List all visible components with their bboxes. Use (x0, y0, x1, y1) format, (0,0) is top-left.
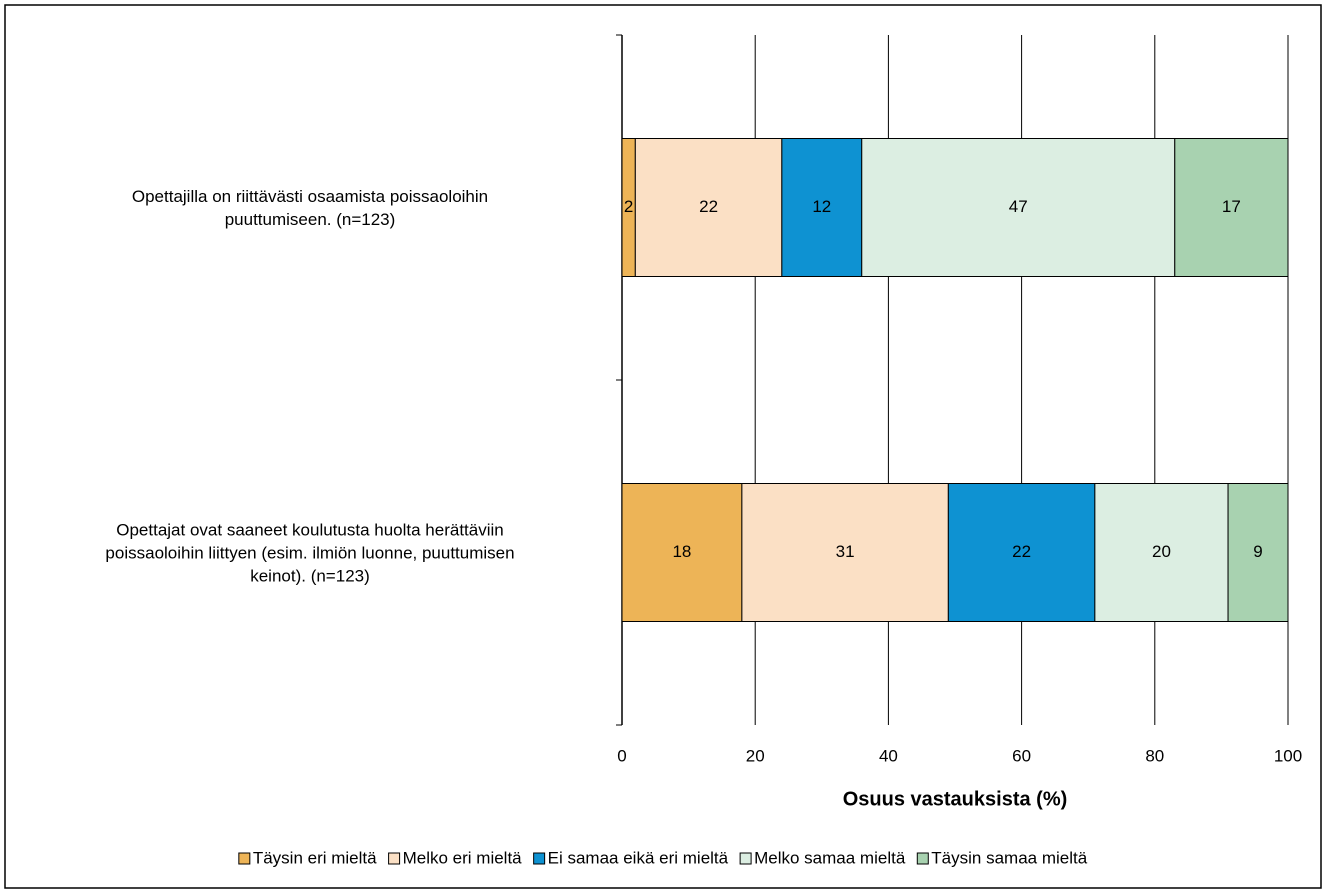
legend-swatch (238, 852, 251, 865)
x-tick-label: 60 (1012, 746, 1031, 765)
chart-border (4, 4, 1322, 889)
bar-segment (861, 138, 1176, 277)
bar-segment (1227, 483, 1289, 622)
data-label: 9 (1253, 542, 1262, 561)
data-label: 22 (1012, 542, 1031, 561)
legend-swatch (916, 852, 929, 865)
x-tick-label: 80 (1145, 746, 1164, 765)
bar-segment (1174, 138, 1289, 277)
x-tick-label: 0 (617, 746, 626, 765)
bar-segment (781, 138, 863, 277)
bar-segment (1094, 483, 1229, 622)
data-label: 17 (1222, 197, 1241, 216)
data-label: 12 (812, 197, 831, 216)
bar-segment (741, 483, 949, 622)
data-label: 20 (1152, 542, 1171, 561)
data-label: 22 (699, 197, 718, 216)
legend-swatch (533, 852, 546, 865)
legend-label: Melko eri mieltä (403, 848, 523, 867)
bar-segment (947, 483, 1096, 622)
legend-swatch (739, 852, 752, 865)
bar-segment (621, 483, 743, 622)
legend-label: Täysin eri mieltä (253, 848, 377, 867)
data-label: 2 (624, 197, 633, 216)
x-tick-label: 100 (1274, 746, 1302, 765)
legend-label: Ei samaa eikä eri mieltä (548, 848, 729, 867)
data-label: 47 (1009, 197, 1028, 216)
legend-label: Täysin samaa mieltä (931, 848, 1087, 867)
x-tick-label: 40 (879, 746, 898, 765)
bar-segment (634, 138, 783, 277)
data-label: 18 (672, 542, 691, 561)
legend-label: Melko samaa mieltä (754, 848, 906, 867)
data-label: 31 (836, 542, 855, 561)
x-axis-title: Osuus vastauksista (%) (843, 788, 1068, 810)
x-tick-label: 20 (746, 746, 765, 765)
y-tick-label: Opettajilla on riittävästi osaamista poi… (131, 186, 489, 229)
y-tick-label: Opettajat ovat saaneet koulutusta huolta… (105, 520, 515, 585)
legend-swatch (388, 852, 401, 865)
